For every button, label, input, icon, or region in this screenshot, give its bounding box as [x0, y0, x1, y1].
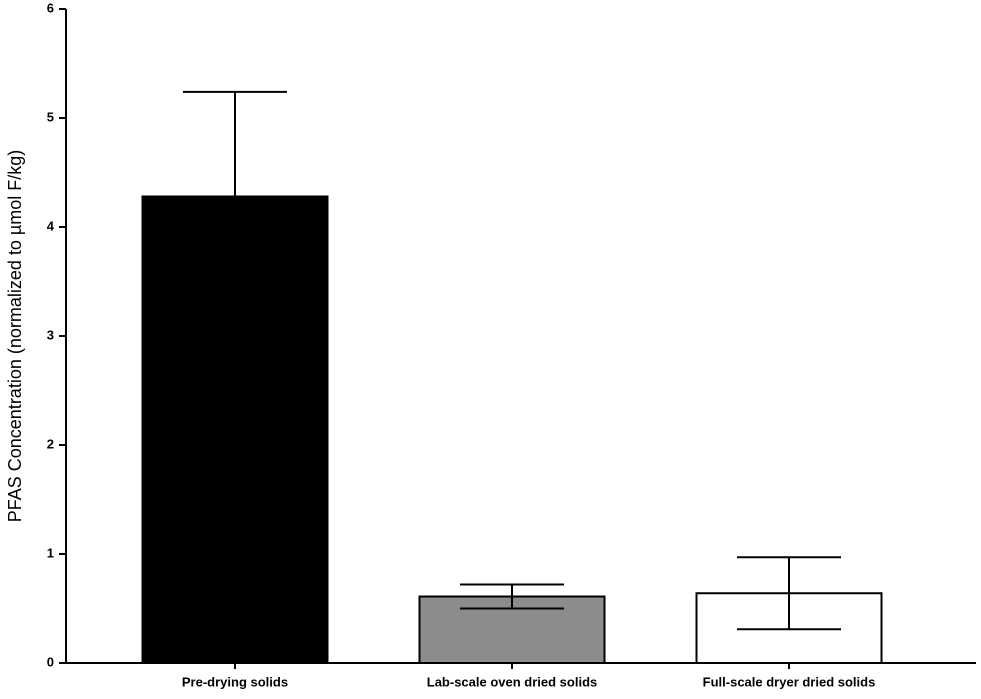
y-tick-label: 6	[47, 0, 54, 15]
y-tick-label: 2	[47, 436, 54, 451]
x-tick-label: Full-scale dryer dried solids	[703, 674, 876, 689]
error-bar	[737, 556, 841, 631]
y-tick-label: 0	[47, 654, 54, 669]
x-tick-label: Pre-drying solids	[182, 674, 288, 689]
error-bar	[460, 583, 564, 610]
y-tick-label: 4	[47, 218, 55, 233]
y-axis-label: PFAS Concentration (normalized to µmol F…	[5, 150, 25, 523]
x-tick-label: Lab-scale oven dried solids	[427, 674, 598, 689]
y-tick-label: 3	[47, 327, 54, 342]
error-bar	[183, 90, 287, 303]
y-tick-label: 1	[47, 545, 54, 560]
y-tick-label: 5	[47, 109, 54, 124]
